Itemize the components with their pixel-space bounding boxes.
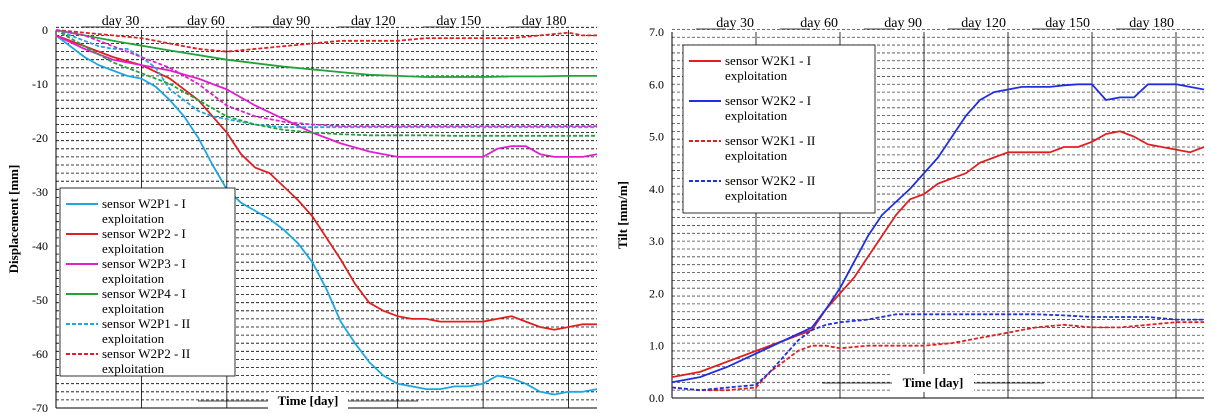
series-line bbox=[55, 29, 597, 127]
x-axis-label: Time [day] bbox=[278, 393, 339, 408]
series-line bbox=[55, 29, 597, 53]
series-line bbox=[55, 29, 597, 129]
y-tick-label: 0 bbox=[42, 23, 48, 37]
y-tick-label: -40 bbox=[32, 239, 48, 253]
x-axis-label: Time [day] bbox=[903, 375, 964, 390]
series-line bbox=[55, 34, 598, 158]
legend-label: sensor W2P1 - II exploitation bbox=[102, 316, 190, 346]
series-line bbox=[55, 34, 598, 396]
tilt-chart: day 30 day 60 day 90 day 120 day 150 day 180 0… bbox=[615, 16, 1205, 405]
x-tick-label: day 90 bbox=[273, 14, 311, 29]
y-tick-label: -30 bbox=[32, 185, 48, 199]
legend-label: sensor W2P2 - II exploitation bbox=[102, 346, 190, 376]
y-tick-label: 3.0 bbox=[649, 234, 664, 248]
legend-label: sensor W2K1 - II exploitation bbox=[725, 133, 815, 163]
horizontal-grid bbox=[672, 28, 1204, 399]
x-tick-label: day 180 bbox=[522, 14, 567, 29]
y-tick-label: 6.0 bbox=[649, 77, 664, 91]
x-tick-label: day 120 bbox=[961, 16, 1006, 31]
y-tick-label: -60 bbox=[32, 347, 48, 361]
x-axis-label-box bbox=[892, 374, 974, 392]
x-tick-label: day 30 bbox=[716, 16, 754, 31]
legend-label: sensor W2K2 - II exploitation bbox=[725, 173, 815, 203]
y-axis-label: Displacement [mm] bbox=[6, 165, 21, 274]
series-line bbox=[55, 34, 597, 331]
y-tick-label: -50 bbox=[32, 293, 48, 307]
series-line bbox=[55, 29, 597, 78]
series-line bbox=[55, 29, 597, 137]
legend bbox=[59, 187, 236, 377]
x-axis-label-box bbox=[268, 392, 348, 410]
series-line bbox=[671, 83, 1205, 384]
series-line bbox=[671, 313, 1204, 392]
x-tick-label: day 150 bbox=[436, 14, 481, 29]
x-tick-label: day 150 bbox=[1045, 16, 1090, 31]
y-tick-label: 2.0 bbox=[649, 286, 664, 300]
y-tick-label: 7.0 bbox=[649, 25, 664, 39]
y-tick-label: 5.0 bbox=[649, 130, 664, 144]
x-tick-label: day 90 bbox=[884, 16, 922, 31]
y-tick-label: 0.0 bbox=[649, 391, 664, 405]
y-axis-label: Tilt [mm/m] bbox=[615, 181, 630, 249]
x-tick-label: day 120 bbox=[351, 14, 396, 29]
x-tick-label: day 30 bbox=[102, 14, 140, 29]
x-tick-label: day 60 bbox=[800, 16, 838, 31]
x-tick-label: day 60 bbox=[187, 14, 225, 29]
y-tick-label: -20 bbox=[32, 131, 48, 145]
x-tick-label: day 180 bbox=[1129, 16, 1174, 31]
y-tick-label: -10 bbox=[32, 77, 48, 91]
y-tick-label: 1.0 bbox=[649, 339, 664, 353]
y-tick-label: -70 bbox=[32, 401, 48, 414]
displacement-chart: day 30 day 60 day 90 day 120 day 150 day 180 0… bbox=[6, 14, 598, 414]
legend bbox=[682, 44, 876, 214]
y-tick-label: 4.0 bbox=[649, 182, 664, 196]
